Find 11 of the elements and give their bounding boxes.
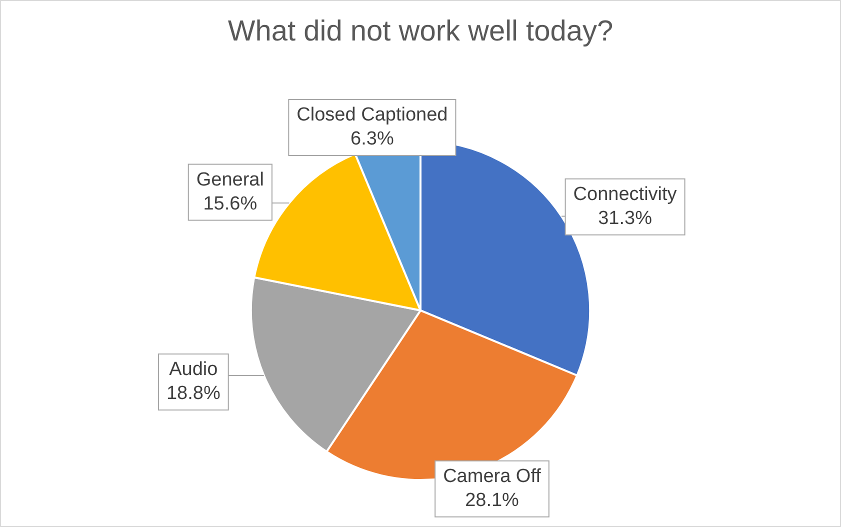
chart-title: What did not work well today?	[228, 15, 614, 48]
slice-label: Audio	[169, 359, 218, 380]
slice-label: Connectivity	[573, 184, 678, 206]
data-label: 31.3%	[598, 208, 652, 230]
slice-label: Camera Off	[443, 466, 542, 488]
data-label: 18.8%	[166, 383, 220, 404]
data-label: 28.1%	[465, 490, 520, 512]
slice-label: Closed Captioned	[296, 104, 448, 126]
slice-label: General	[196, 169, 264, 190]
data-label: 15.6%	[203, 193, 258, 214]
data-label: 6.3%	[350, 128, 394, 150]
